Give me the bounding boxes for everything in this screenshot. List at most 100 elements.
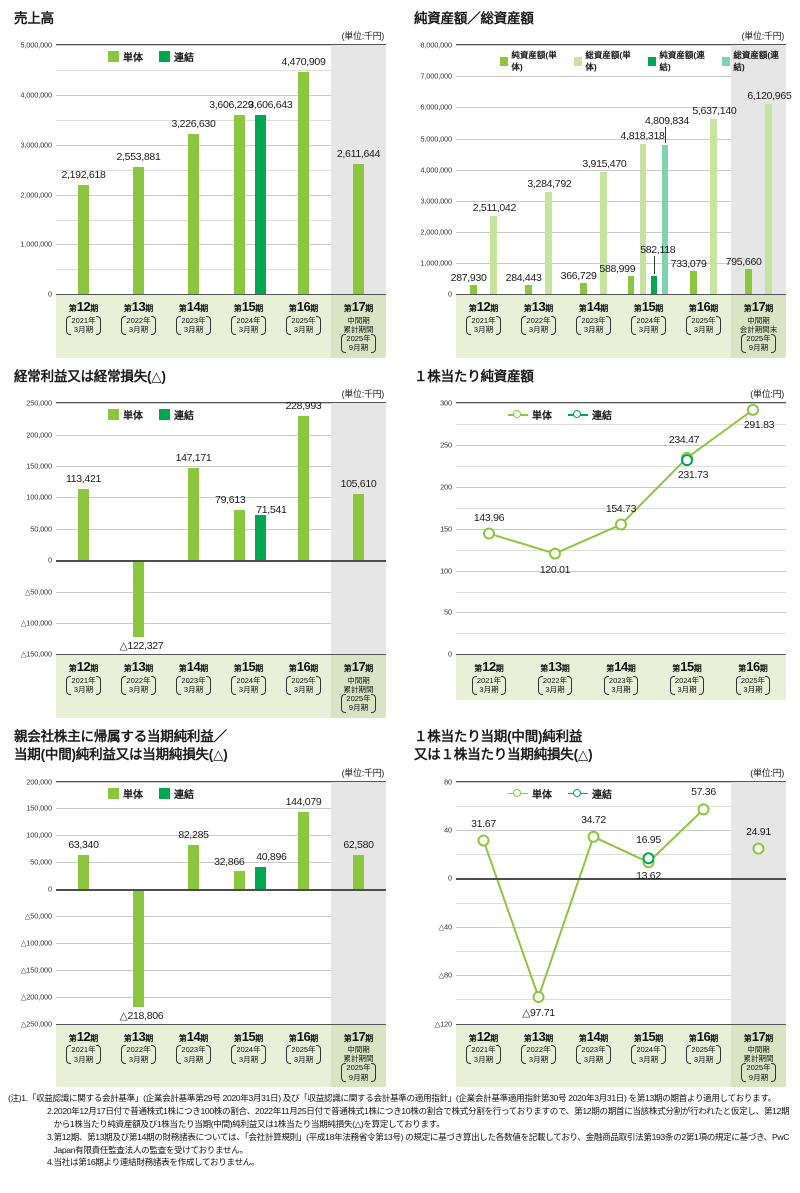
bar-total-assets-consolidated-p15 xyxy=(662,144,668,295)
period-name: 第15期 xyxy=(672,659,702,675)
value-label: 5,637,140 xyxy=(692,104,737,117)
legend-item-tantai: 単体 xyxy=(108,49,143,64)
x-axis-period-3: 第14期 2023年 3月期 xyxy=(566,295,621,358)
gridline xyxy=(456,829,786,831)
legend-label-tantai: 単体 xyxy=(123,53,143,65)
period-name: 第12期 xyxy=(68,299,99,315)
x-axis-period-5: 第16期 2025年 3月期 xyxy=(276,655,331,718)
legend-swatch-tantai xyxy=(108,51,119,63)
x-axis-period-5: 第16期 2025年 3月期 xyxy=(720,655,786,700)
value-label: 284,443 xyxy=(505,272,542,285)
y-axis-tick-label: △150,000 xyxy=(20,965,52,975)
plot-area-profit-attributable: 単体 連結 200,000 150,000 100,000 50,000 0 △50,00… xyxy=(21,777,386,1028)
x-axis-net-total-assets: 第12期 2021年 3月期 第13期 2022年 3月期 第14期 2023年 3月期 第15期… xyxy=(456,294,786,359)
x-axis-period-2: 第13期 2022年 3月期 xyxy=(511,1025,566,1088)
x-axis-period-3: 第14期 2023年 3月期 xyxy=(566,1025,621,1088)
period-range: 2024年 3月期 xyxy=(621,1045,676,1065)
y-axis-tick-label: 2,000,000 xyxy=(420,227,452,237)
legend-swatch-total-assets-consolidated xyxy=(722,56,731,66)
bar-tantai-p17 xyxy=(353,855,364,890)
gridline xyxy=(56,781,386,783)
period-range: 2024年 3月期 xyxy=(654,675,720,696)
gridline xyxy=(56,622,386,624)
value-label: 3,606,643 xyxy=(248,98,293,111)
value-label: 4,809,834 xyxy=(644,114,690,127)
bar-total-assets-standalone-p16 xyxy=(710,118,717,295)
period-name: 第13期 xyxy=(123,659,154,675)
value-label: 366,729 xyxy=(560,269,597,282)
legend-net-sales: 単体 連結 xyxy=(108,49,194,64)
y-axis-tick-label: 150,000 xyxy=(26,461,52,471)
legend-net-total-assets: 純資産額(単体) 総資産額(単体) 純資産額(連結) 総資産額(連結) xyxy=(500,49,786,73)
legend-swatch-tantai xyxy=(108,409,119,421)
chart-unit-earnings-per-share: (単位:円) xyxy=(750,767,784,778)
y-axis-tick-label: 0 xyxy=(48,289,52,299)
gridline xyxy=(56,194,386,196)
bar-tantai-p17 xyxy=(353,493,364,561)
y-axis-tick-label: 200,000 xyxy=(26,430,52,440)
gridline xyxy=(56,808,386,810)
period-name: 第12期 xyxy=(68,659,99,675)
x-axis-period-4: 第15期 2024年 3月期 xyxy=(221,655,276,718)
period-name: 第17期 xyxy=(343,299,374,315)
period-range: 2023年 3月期 xyxy=(166,315,221,336)
minor-gridline xyxy=(456,507,786,509)
bar-total-assets-standalone-p14 xyxy=(600,172,607,295)
gridline xyxy=(456,200,786,202)
period-name: 第17期 xyxy=(743,1028,774,1044)
period-range: 2022年 3月期 xyxy=(111,675,166,696)
bar-renketsu-p15 xyxy=(254,515,266,561)
legend-label-renketsu: 連結 xyxy=(592,789,612,801)
period-range: 2025年 3月期 xyxy=(676,315,731,336)
y-axis-tick-label: 7,000,000 xyxy=(420,71,452,81)
period-range: 2025年 3月期 xyxy=(676,1045,731,1065)
bar-renketsu-p15 xyxy=(254,114,266,295)
x-axis-period-2: 第13期 2022年 3月期 xyxy=(111,1025,166,1088)
gridline xyxy=(56,434,386,436)
gridline xyxy=(456,486,786,488)
y-axis-tick-label: 4,000,000 xyxy=(20,90,52,100)
gridline xyxy=(56,591,386,593)
gridline xyxy=(456,445,786,447)
minor-gridline xyxy=(56,119,386,121)
chart-unit-ordinary-income: (単位:千円) xyxy=(341,389,385,400)
gridline xyxy=(56,45,386,47)
bar-tantai-p16 xyxy=(298,811,309,890)
footnote-text: 2020年12月17日付で普通株式1株につき100株の割合、2022年11月25… xyxy=(53,1105,790,1129)
period-range: 2021年 3月期 xyxy=(456,675,522,696)
gridline xyxy=(56,403,386,405)
period-extra: 中間期 累計期間 xyxy=(743,1045,774,1064)
bar-total-assets-standalone-p17 xyxy=(765,103,772,295)
chart-panel-net-sales: 売上高 (単位:千円) 単体 連結 5,000,000 4,000,000 3,00… xyxy=(0,0,400,359)
minor-gridline xyxy=(56,269,386,271)
bar-net-assets-standalone-p14 xyxy=(580,282,587,295)
legend-net-assets-per-share: 単体 連結 xyxy=(508,407,612,422)
value-label: 582,118 xyxy=(640,244,676,257)
period-range: 2021年 3月期 xyxy=(56,675,111,696)
period-name: 第13期 xyxy=(523,1028,554,1044)
value-label: 63,340 xyxy=(68,838,99,851)
value-label: 733,079 xyxy=(670,258,707,271)
bar-tantai-p14 xyxy=(188,133,199,295)
period-range: 2025年 9月期 xyxy=(731,1063,786,1083)
period-name: 第14期 xyxy=(178,1028,209,1044)
period-range: 2023年 3月期 xyxy=(166,675,221,696)
value-label: 795,660 xyxy=(725,256,762,269)
bar-tantai-p13 xyxy=(133,167,144,295)
point-value-label: 16.95 xyxy=(636,833,661,846)
gridline xyxy=(456,403,786,405)
chart-title-net-assets-per-share: １株当たり純資産額 xyxy=(414,369,534,385)
footnote-text: 「収益認識に関する会計基準」(企業会計基準第29号 2020年3月31日) 及び… xyxy=(27,1093,777,1103)
x-axis-period-2: 第13期 2022年 3月期 xyxy=(511,295,566,358)
period-name: 第14期 xyxy=(578,299,609,315)
bar-total-assets-standalone-p13 xyxy=(545,191,552,295)
legend-label-tantai: 単体 xyxy=(532,789,552,801)
y-axis-tick-label: 8,000,000 xyxy=(420,40,452,50)
period-name: 第15期 xyxy=(633,299,664,315)
point-value-label: 291.83 xyxy=(743,419,775,432)
x-axis-period-1: 第12期 2021年 3月期 xyxy=(456,295,511,358)
bar-net-assets-standalone-p12 xyxy=(470,285,477,295)
period-range: 2025年 9月期 xyxy=(731,333,786,354)
gridline xyxy=(456,263,786,265)
period-range: 2025年 9月期 xyxy=(331,693,386,714)
